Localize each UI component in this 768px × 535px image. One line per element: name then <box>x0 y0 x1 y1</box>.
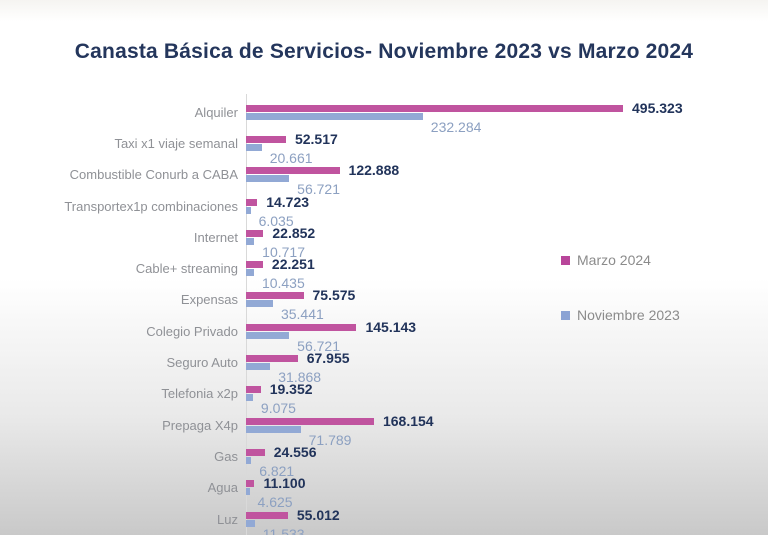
category-label: Gas <box>214 448 238 464</box>
legend-swatch-marzo-2024-icon <box>561 255 570 265</box>
value-label-marzo-2024: 22.251 <box>271 256 315 273</box>
value-label-noviembre-2023: 232.284 <box>430 118 482 135</box>
category-label: Combustible Conurb a CABA <box>69 167 238 183</box>
category-label: Expensas <box>180 292 238 308</box>
bar-marzo-2024 <box>246 511 288 519</box>
bar-marzo-2024 <box>246 261 263 269</box>
value-label-noviembre-2023: 4.625 <box>257 494 293 511</box>
value-label-noviembre-2023: 6.035 <box>258 212 294 229</box>
bar-marzo-2024 <box>246 229 264 237</box>
value-label-marzo-2024: 168.154 <box>382 412 434 429</box>
category-label: Seguro Auto <box>166 355 238 371</box>
value-label-marzo-2024: 24.556 <box>273 443 317 460</box>
bar-marzo-2024 <box>246 198 258 206</box>
legend: Marzo 2024 Noviembre 2023 <box>561 252 680 323</box>
value-label-marzo-2024: 75.575 <box>312 287 356 304</box>
category-label: Cable+ streaming <box>135 261 238 277</box>
value-label-marzo-2024: 14.723 <box>266 193 310 210</box>
bar-marzo-2024 <box>246 386 261 394</box>
category-label: Transportex1p combinaciones <box>64 198 238 214</box>
bar-marzo-2024 <box>246 135 286 143</box>
legend-label-marzo-2024: Marzo 2024 <box>577 252 651 268</box>
value-label-marzo-2024: 19.352 <box>269 381 313 398</box>
category-label: Agua <box>207 480 238 496</box>
value-label-noviembre-2023: 56.721 <box>297 337 340 354</box>
value-label-noviembre-2023: 35.441 <box>280 306 324 323</box>
value-label-noviembre-2023: 20.661 <box>269 149 313 166</box>
category-label: Telefonia x2p <box>161 386 238 402</box>
category-label: Colegio Privado <box>146 323 238 339</box>
bar-marzo-2024 <box>246 167 340 175</box>
value-label-marzo-2024: 67.955 <box>306 350 350 367</box>
category-label: Prepaga X4p <box>162 417 238 433</box>
legend-item-noviembre-2023: Noviembre 2023 <box>561 307 680 323</box>
value-label-marzo-2024: 495.323 <box>632 99 683 116</box>
bar-noviembre-2023 <box>246 206 251 214</box>
bar-marzo-2024 <box>246 323 357 331</box>
bar-marzo-2024 <box>246 292 304 300</box>
bar-marzo-2024 <box>246 417 374 425</box>
category-label: Alquiler <box>194 104 238 120</box>
legend-swatch-noviembre-2023-icon <box>561 310 570 320</box>
bar-noviembre-2023 <box>246 363 271 371</box>
y-axis-line <box>246 94 247 535</box>
legend-label-noviembre-2023: Noviembre 2023 <box>577 307 680 323</box>
bar-marzo-2024 <box>246 480 255 488</box>
bar-marzo-2024 <box>246 104 623 112</box>
value-label-noviembre-2023: 10.435 <box>261 275 305 292</box>
value-label-noviembre-2023: 9.075 <box>260 400 296 417</box>
bar-noviembre-2023 <box>246 175 290 183</box>
value-label-noviembre-2023: 71.789 <box>308 431 352 448</box>
bar-noviembre-2023 <box>246 488 250 496</box>
bar-noviembre-2023 <box>246 300 273 308</box>
value-label-noviembre-2023: 11.533 <box>262 525 305 535</box>
value-label-marzo-2024: 55.012 <box>296 506 340 523</box>
value-label-marzo-2024: 11.100 <box>263 475 306 492</box>
bar-noviembre-2023 <box>246 425 301 433</box>
bar-noviembre-2023 <box>246 394 253 402</box>
value-label-marzo-2024: 145.143 <box>365 318 417 335</box>
value-label-marzo-2024: 122.888 <box>348 162 400 179</box>
value-label-marzo-2024: 52.517 <box>294 130 338 147</box>
value-label-noviembre-2023: 31.868 <box>278 369 322 386</box>
category-label: Luz <box>217 511 238 527</box>
value-label-noviembre-2023: 10.717 <box>262 243 305 260</box>
bar-marzo-2024 <box>246 355 298 363</box>
bar-noviembre-2023 <box>246 143 262 151</box>
bar-marzo-2024 <box>246 448 265 456</box>
bar-noviembre-2023 <box>246 269 254 277</box>
legend-item-marzo-2024: Marzo 2024 <box>561 252 680 268</box>
category-label: Internet <box>193 229 238 245</box>
category-label: Taxi x1 viaje semanal <box>114 135 238 151</box>
chart-title: Canasta Básica de Servicios- Noviembre 2… <box>74 40 694 63</box>
bar-noviembre-2023 <box>246 112 423 120</box>
value-label-noviembre-2023: 6.821 <box>259 462 295 479</box>
bar-noviembre-2023 <box>246 456 252 464</box>
value-label-noviembre-2023: 56.721 <box>297 181 340 198</box>
bar-noviembre-2023 <box>246 237 255 245</box>
bar-noviembre-2023 <box>246 331 290 339</box>
bar-noviembre-2023 <box>246 519 255 527</box>
value-label-marzo-2024: 22.852 <box>272 224 316 241</box>
